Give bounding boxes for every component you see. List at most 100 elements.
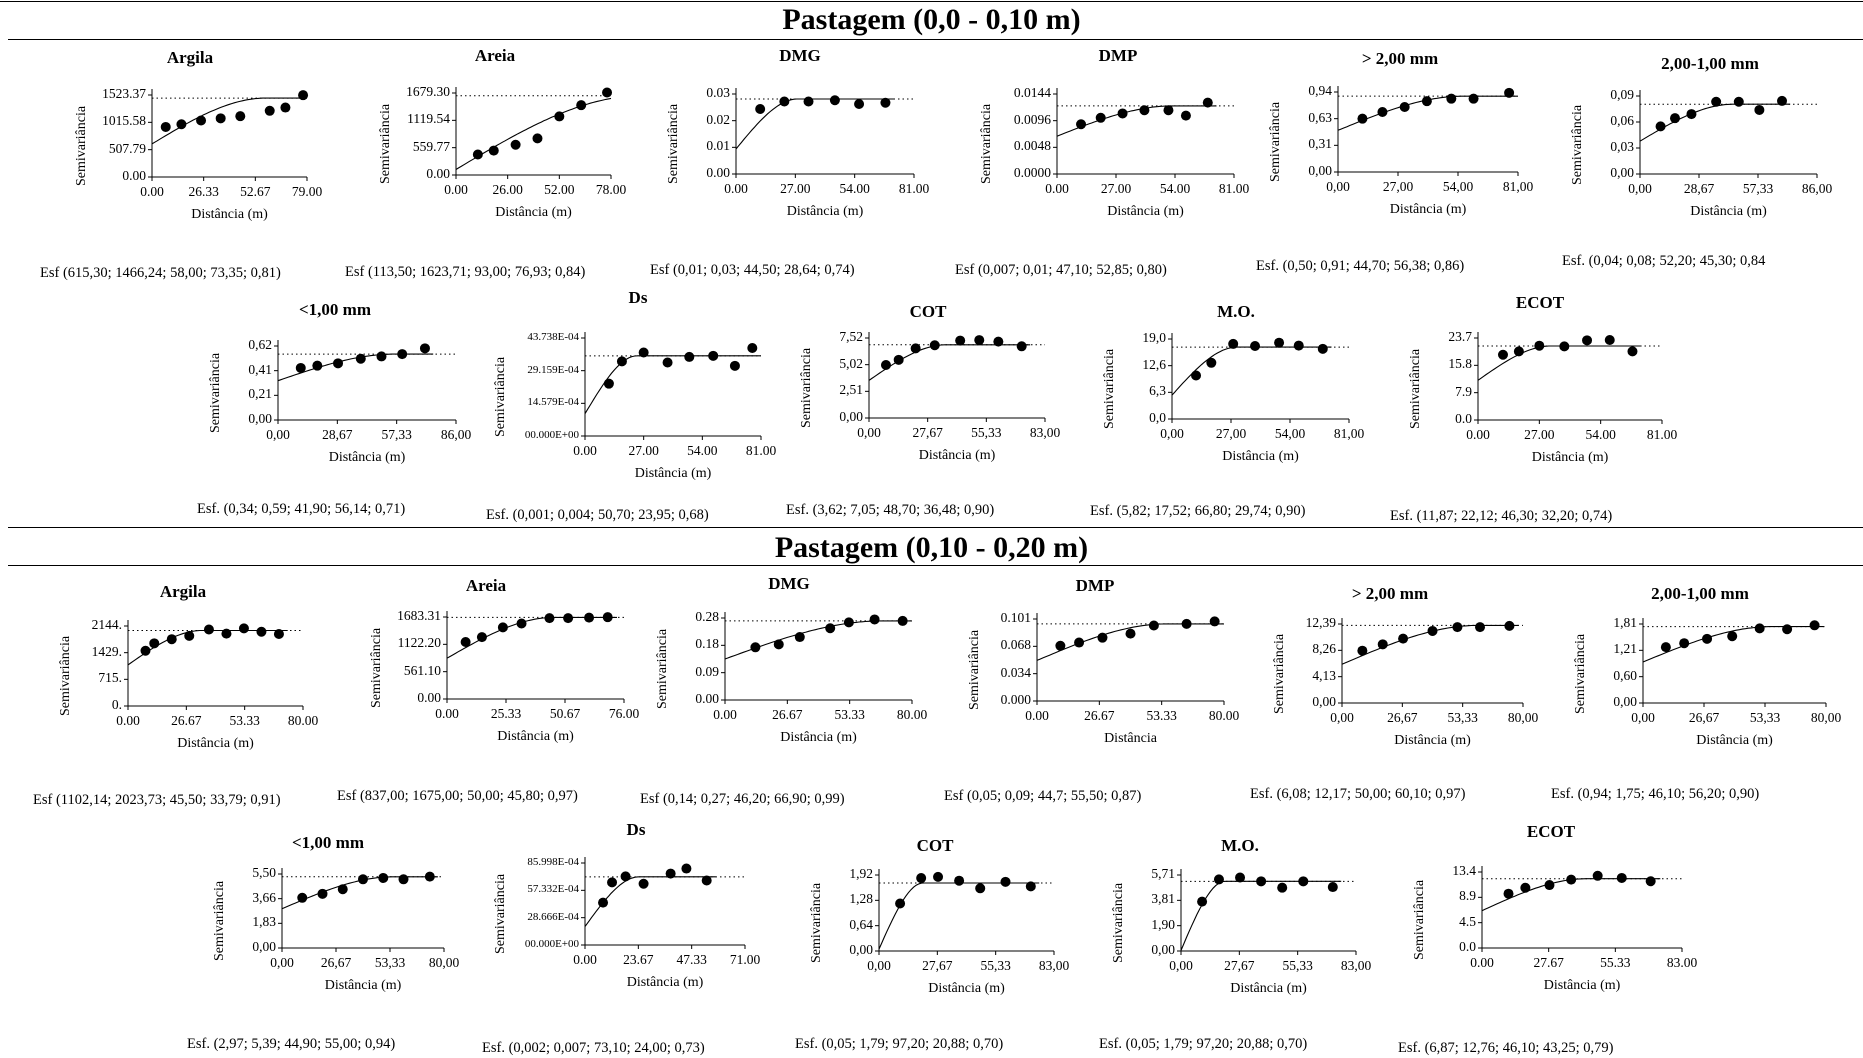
rule-under-title-1: [8, 39, 1863, 40]
data-point: [662, 357, 673, 368]
y-tick-label: 0.00: [426, 166, 450, 181]
x-axis-label: Distância (m): [328, 450, 406, 465]
data-point: [1592, 870, 1603, 881]
x-tick-label: 27.00: [1524, 427, 1555, 442]
x-axis-label: Distância (m): [634, 466, 712, 481]
y-tick-label: 0,00: [1151, 942, 1175, 957]
data-point: [1655, 121, 1666, 132]
chart-title: M.O.: [1217, 302, 1255, 321]
chart-title: Ds: [626, 820, 646, 839]
x-axis-label: Distância (m): [1222, 449, 1299, 464]
y-tick-label: 1015.58: [102, 113, 146, 129]
model-curve: [1642, 626, 1824, 663]
model-curve: [127, 629, 288, 666]
y-tick-label: 0,00: [1610, 165, 1634, 180]
data-point: [312, 360, 323, 371]
data-point: [1327, 882, 1338, 893]
chart-title: DMG: [779, 46, 821, 65]
x-tick-label: 86,00: [1801, 181, 1833, 196]
x-tick-label: 0,00: [1330, 710, 1354, 725]
y-tick-label: 0,64: [849, 916, 873, 932]
y-tick-label: 0,60: [1613, 667, 1637, 683]
data-point: [256, 626, 267, 637]
data-point: [1660, 642, 1671, 653]
data-point: [897, 615, 908, 626]
data-point: [975, 883, 986, 894]
top-rule: [0, 1, 1863, 2]
data-point: [295, 362, 306, 373]
data-point: [1228, 338, 1239, 349]
x-tick-label: 80.00: [1208, 708, 1240, 723]
data-point: [563, 613, 574, 624]
model-parameters: Esf (113,50; 1623,71; 93,00; 76,93; 0,84…: [345, 264, 586, 280]
x-tick-label: 54.00: [839, 181, 870, 196]
y-tick-label: 1679.30: [406, 84, 450, 99]
data-point: [1097, 632, 1108, 643]
x-tick-label: 83,00: [1340, 958, 1372, 973]
x-tick-label: 76.00: [608, 706, 640, 721]
x-tick-label: 25.33: [490, 706, 522, 721]
y-tick-label: 4.5: [1459, 913, 1476, 929]
x-tick-label: 0.00: [1025, 708, 1049, 723]
data-point: [1504, 620, 1515, 631]
data-point: [488, 145, 499, 156]
model-parameters: Esf. (6,08; 12,17; 50,00; 60,10; 0,97): [1250, 786, 1466, 802]
data-point: [910, 343, 921, 354]
data-point: [933, 871, 944, 882]
y-tick-label: 0,94: [1308, 83, 1332, 98]
data-point: [1582, 335, 1593, 346]
x-tick-label: 0.00: [1045, 181, 1069, 196]
data-point: [1645, 876, 1656, 887]
y-tick-label: 0.034: [1000, 664, 1031, 680]
data-point: [829, 95, 840, 106]
data-point: [1513, 346, 1524, 357]
data-point: [603, 378, 614, 389]
model-parameters: Esf. (3,62; 7,05; 48,70; 36,48; 0,90): [786, 502, 995, 518]
data-point: [638, 878, 649, 889]
data-point: [215, 113, 226, 124]
data-point: [1016, 341, 1027, 352]
chart-title: > 2,00 mm: [1361, 49, 1439, 68]
x-tick-label: 26.00: [492, 182, 523, 197]
chart-title: 2,00-1,00 mm: [1661, 54, 1759, 73]
data-point: [729, 360, 740, 371]
chart-title: Argila: [166, 48, 214, 67]
data-point: [1398, 633, 1409, 644]
x-tick-label: 81.00: [745, 443, 777, 458]
y-tick-label: 0.01: [706, 138, 730, 154]
y-tick-label: 7.9: [1455, 383, 1472, 399]
x-tick-label: 71.00: [729, 952, 761, 967]
x-tick-label: 54.00: [1159, 181, 1191, 196]
data-point: [747, 343, 758, 354]
data-point: [1733, 96, 1744, 107]
data-point: [1711, 96, 1722, 107]
data-point: [1209, 616, 1220, 627]
data-point: [1534, 340, 1545, 351]
x-tick-label: 81,00: [1333, 426, 1365, 441]
model-parameters: Esf. (0,94; 1,75; 46,10; 56,20; 0,90): [1551, 786, 1760, 802]
y-tick-label: 0,00: [1312, 694, 1336, 709]
y-axis-label: Semivariância: [666, 103, 681, 184]
y-tick-label: 0,21: [248, 386, 272, 402]
x-tick-label: 53.33: [229, 713, 260, 728]
x-tick-label: 0.00: [140, 184, 164, 199]
x-tick-label: 0.00: [573, 443, 597, 458]
x-axis-label: Distância (m): [324, 978, 402, 993]
data-point: [1616, 872, 1627, 883]
data-point: [1452, 622, 1463, 633]
x-tick-label: 0.00: [444, 182, 468, 197]
data-point: [419, 343, 430, 354]
y-tick-label: 0.0: [1455, 411, 1472, 426]
data-point: [1256, 876, 1267, 887]
data-point: [1357, 645, 1368, 656]
model-parameters: Esf. (2,97; 5,39; 44,90; 55,00; 0,94): [187, 1036, 396, 1052]
x-axis-label: Distância (m): [1394, 733, 1471, 748]
x-tick-label: 26.67: [1084, 708, 1115, 723]
y-tick-label: 0,00: [252, 939, 276, 954]
data-point: [1076, 119, 1087, 130]
y-axis-label: Semivariância: [655, 628, 670, 709]
data-point: [1544, 880, 1555, 891]
y-tick-label: 0.09: [695, 663, 719, 679]
data-point: [1809, 620, 1820, 631]
model-parameters: Esf (0,007; 0,01; 47,10; 52,85; 0,80): [955, 262, 1167, 278]
